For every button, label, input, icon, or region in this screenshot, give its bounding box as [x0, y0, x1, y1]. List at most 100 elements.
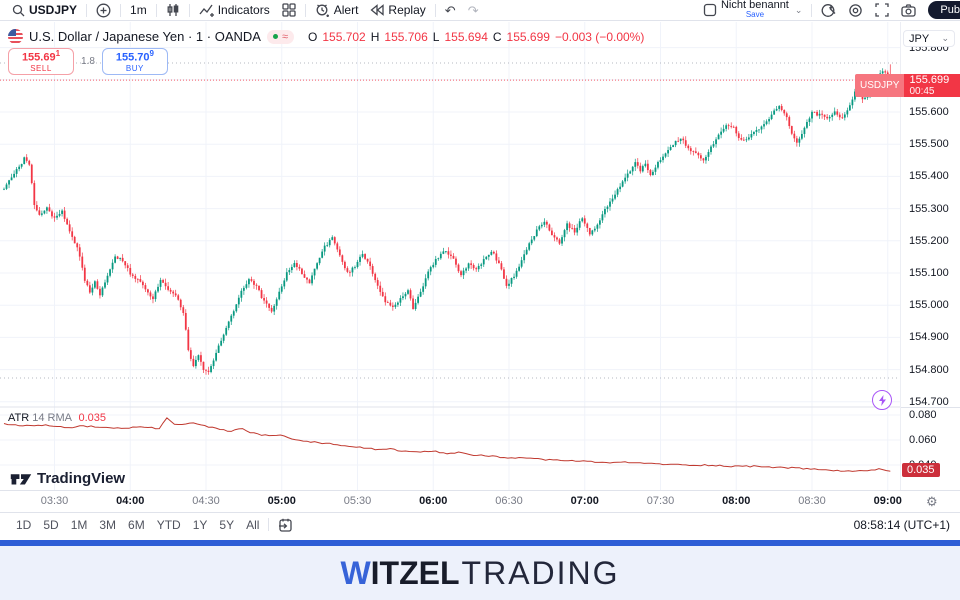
candle-body — [38, 210, 41, 215]
alert-button[interactable]: Alert — [309, 0, 365, 20]
footer-accent-bar — [0, 540, 960, 546]
range-button-3m[interactable]: 3M — [99, 517, 117, 532]
candle-body — [813, 111, 816, 113]
candle-body — [634, 162, 637, 167]
buy-button[interactable]: 155.709 BUY — [101, 48, 168, 75]
price-axis[interactable]: 155.800 155.600 155.500 155.400 155.300 155.2… — [900, 22, 960, 490]
candle-body — [124, 261, 127, 266]
range-button-5d[interactable]: 5D — [43, 517, 59, 532]
bottom-toolbar: 1D 5D 1M 3M 6M YTD 1Y 5Y All 08:58:14 (UTC+1) — [0, 512, 960, 536]
candle-body — [78, 247, 81, 257]
candle-body — [56, 215, 58, 218]
low-value: 155.694 — [444, 29, 488, 44]
redo-button[interactable]: ↷ — [462, 0, 485, 20]
range-button-5y[interactable]: 5Y — [219, 517, 235, 532]
candle-body — [346, 268, 349, 272]
change-value: −0.003 (−0.00%) — [554, 29, 645, 44]
publish-button[interactable]: Pub — [928, 1, 960, 19]
symbol-search[interactable]: USDJPY — [6, 0, 83, 20]
candle-body — [641, 166, 644, 172]
session-clock[interactable]: 08:58:14 (UTC+1) — [853, 517, 950, 532]
candle-body — [321, 251, 324, 258]
candle-body — [558, 239, 561, 244]
market-wave-icon: ≈ — [281, 30, 288, 43]
candle-body — [205, 369, 207, 371]
candle-body — [614, 194, 616, 199]
candle-body — [629, 171, 632, 174]
candle-body — [265, 300, 268, 304]
candle-body — [657, 162, 659, 168]
save-link[interactable]: Save — [745, 10, 765, 19]
candle-body — [437, 258, 440, 260]
range-button-ytd[interactable]: YTD — [156, 517, 181, 532]
candle-body — [659, 160, 662, 163]
date-range-group: 1D 5D 1M 3M 6M YTD 1Y 5Y All — [10, 516, 265, 534]
snapshot-button[interactable] — [895, 0, 922, 20]
tradingview-watermark[interactable]: TradingView — [10, 470, 125, 487]
candle-body — [217, 345, 220, 353]
candle-body — [68, 224, 71, 232]
save-layout-icon — [703, 3, 717, 17]
candle-body — [624, 177, 627, 182]
candle-body — [697, 152, 700, 156]
candle-body — [13, 173, 15, 178]
candle-body — [5, 184, 8, 189]
candle-body — [621, 181, 624, 187]
candle-body — [778, 106, 781, 109]
candlestick-chart[interactable] — [0, 22, 900, 490]
compare-add-button[interactable] — [90, 0, 117, 20]
candle-body — [91, 287, 94, 293]
time-axis[interactable]: ⚙ 03:30 04:00 04:30 05:00 05:30 06:00 06:30 07:… — [0, 490, 960, 513]
candle-body — [227, 321, 230, 328]
toolbar-right-group: Nicht benannt Save ⌄ — [697, 0, 960, 20]
market-status-pill[interactable]: ≈ — [266, 29, 294, 44]
candle-body — [131, 274, 134, 276]
candle-body — [851, 99, 854, 106]
chart-style-button[interactable] — [160, 0, 186, 20]
candle-body — [270, 307, 273, 312]
candle-body — [722, 128, 725, 132]
range-button-1d[interactable]: 1D — [16, 517, 32, 532]
candle-body — [816, 111, 818, 116]
candle-body — [616, 189, 619, 195]
candle-body — [434, 258, 437, 265]
candle-body — [343, 261, 346, 269]
candle-body — [3, 188, 5, 190]
top-toolbar: USDJPY 1m Indicators — [0, 0, 960, 21]
candle-body — [303, 274, 306, 278]
range-button-1m[interactable]: 1M — [70, 517, 88, 532]
replay-button[interactable]: Replay — [364, 0, 431, 20]
candle-body — [154, 291, 157, 300]
range-button-all[interactable]: All — [246, 517, 260, 532]
candle-body — [677, 140, 680, 142]
go-to-date-button[interactable] — [278, 518, 293, 532]
symbol-title[interactable]: U.S. Dollar / Japanese Yen · 1 · OANDA — [29, 29, 261, 44]
instant-order-toggle[interactable] — [872, 390, 892, 410]
replay-label: Replay — [388, 3, 426, 17]
candle-body — [727, 125, 730, 127]
candle-body — [551, 230, 553, 236]
interval-button[interactable]: 1m — [124, 0, 153, 20]
currency-selector[interactable]: JPY ⌄ — [903, 30, 955, 47]
indicators-button[interactable]: Indicators — [193, 0, 276, 20]
atr-indicator-legend[interactable]: ATR 14 RMA 0.035 — [8, 412, 106, 424]
candle-body — [242, 287, 245, 291]
chevron-down-icon[interactable]: ⌄ — [794, 4, 803, 15]
plus-circle-icon — [96, 3, 111, 17]
range-button-6m[interactable]: 6M — [128, 517, 145, 532]
sell-button[interactable]: 155.691 SELL — [8, 48, 74, 75]
candle-body — [424, 278, 427, 287]
candle-body — [432, 264, 435, 268]
candle-body — [773, 110, 776, 115]
quick-search-button[interactable] — [815, 0, 842, 20]
fullscreen-button[interactable] — [869, 0, 895, 20]
layout-grid-button[interactable] — [276, 0, 302, 20]
pane-separator[interactable] — [901, 407, 960, 408]
settings-button[interactable] — [842, 0, 869, 20]
time-axis-settings-icon[interactable]: ⚙ — [926, 494, 938, 509]
undo-button[interactable]: ↶ — [439, 0, 462, 20]
brand-w: W — [340, 555, 371, 591]
save-layout-button[interactable]: Nicht benannt Save ⌄ — [697, 0, 808, 20]
candle-body — [248, 279, 250, 285]
range-button-1y[interactable]: 1Y — [192, 517, 208, 532]
